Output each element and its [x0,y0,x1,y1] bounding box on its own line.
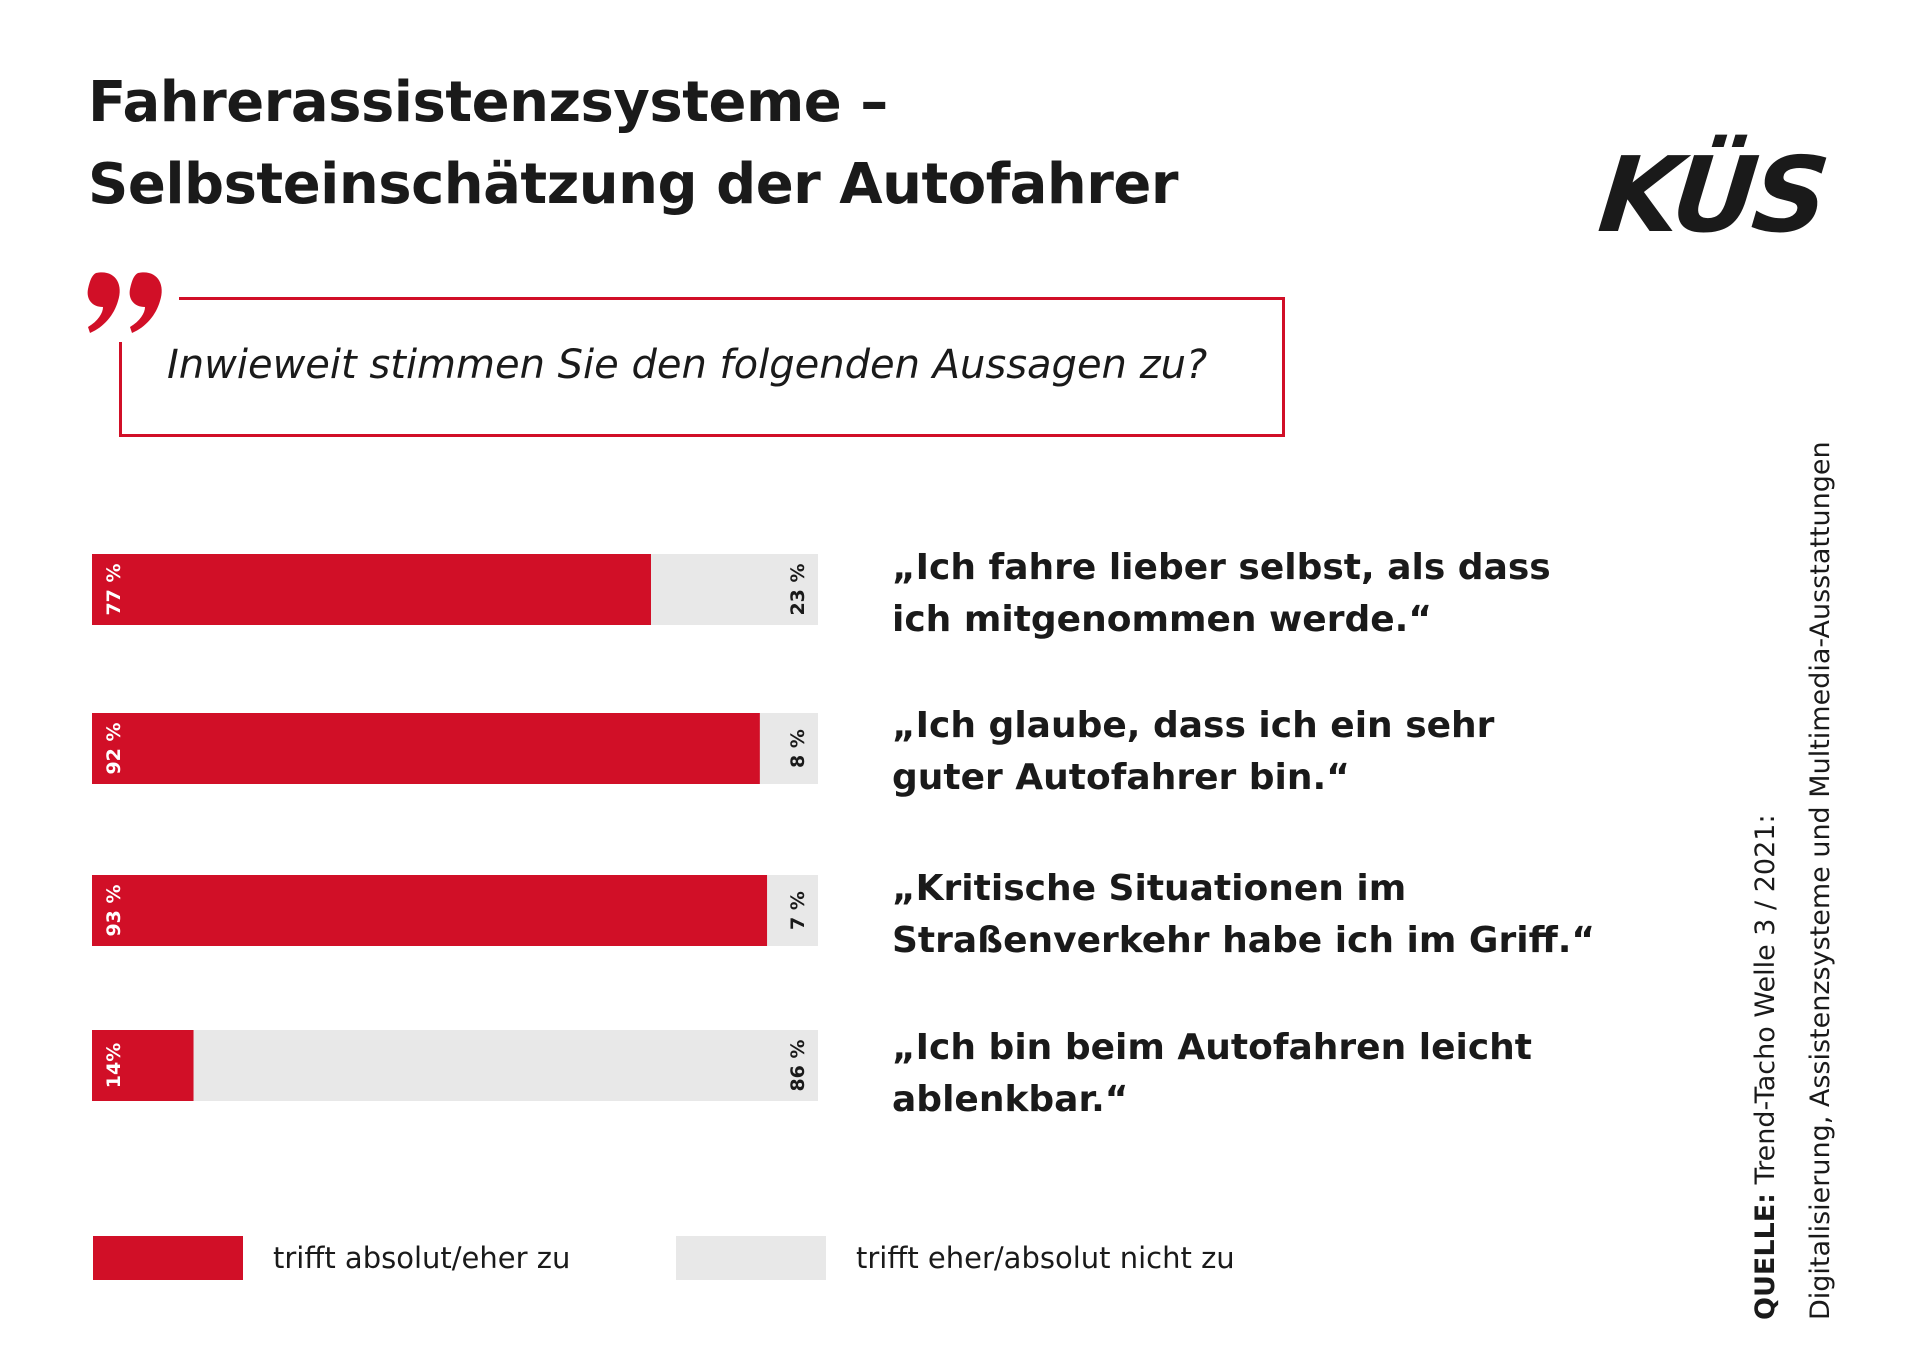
statement-3-line-1: „Kritische Situationen im [892,868,1407,909]
survey-question: Inwieweit stimmen Sie den folgenden Auss… [167,342,1208,388]
bar-disagree-3 [767,875,818,946]
bar-disagree-1 [651,554,818,625]
label-disagree-4: 86 % [787,1039,809,1091]
statement-2-line-1: „Ich glaube, dass ich ein sehr [892,705,1495,746]
source-label: QUELLE: [1750,1193,1781,1320]
label-agree-4: 14% [103,1043,125,1088]
statement-1-line-2: ich mitgenommen werde.“ [892,599,1432,640]
label-agree-2: 92 % [103,722,125,774]
statement-4-line-2: ablenkbar.“ [892,1079,1129,1120]
label-disagree-2: 8 % [787,729,809,768]
label-disagree-3: 7 % [787,891,809,930]
legend-label-disagree: trifft eher/absolut nicht zu [856,1241,1235,1275]
statement-1-line-1: „Ich fahre lieber selbst, als dass [892,547,1551,588]
chart-title: Fahrerassistenzsysteme – Selbsteinschätz… [88,62,1238,226]
legend-label-agree: trifft absolut/eher zu [273,1241,571,1275]
label-agree-1: 77 % [103,563,125,615]
statement-2: „Ich glaube, dass ich ein sehr guter Aut… [892,700,1612,804]
statement-3-line-2: Straßenverkehr habe ich im Griff.“ [892,920,1596,961]
question-box [119,297,1285,437]
source-line-2: Digitalisierung, Assistenzsysteme und Mu… [1805,441,1836,1320]
bar-disagree-4 [193,1030,818,1101]
statement-3: „Kritische Situationen im Straßenverkehr… [892,863,1612,967]
title-line-1: Fahrerassistenzsysteme – [88,70,888,135]
bar-agree-2 [92,713,760,784]
statement-4-line-1: „Ich bin beim Autofahren leicht [892,1027,1533,1068]
title-line-2: Selbsteinschätzung der Autofahrer [88,152,1178,217]
bar-agree-3 [92,875,768,946]
label-disagree-1: 23 % [787,563,809,615]
statement-4: „Ich bin beim Autofahren leicht ablenkba… [892,1022,1612,1126]
bar-agree-4 [92,1030,194,1101]
source-line-1: QUELLE: Trend-Tacho Welle 3 / 2021: [1738,441,1793,1320]
bar-agree-1 [92,554,652,625]
label-agree-3: 93 % [103,884,125,936]
statement-1: „Ich fahre lieber selbst, als dass ich m… [892,542,1612,646]
legend-swatch-agree [93,1236,243,1280]
bar-disagree-2 [759,713,818,784]
statement-2-line-2: guter Autofahrer bin.“ [892,757,1350,798]
source-note: QUELLE: Trend-Tacho Welle 3 / 2021: Digi… [1738,441,1848,1320]
legend-swatch-disagree [676,1236,826,1280]
quote-icon [87,272,162,333]
source-title: Trend-Tacho Welle 3 / 2021: [1750,814,1781,1185]
